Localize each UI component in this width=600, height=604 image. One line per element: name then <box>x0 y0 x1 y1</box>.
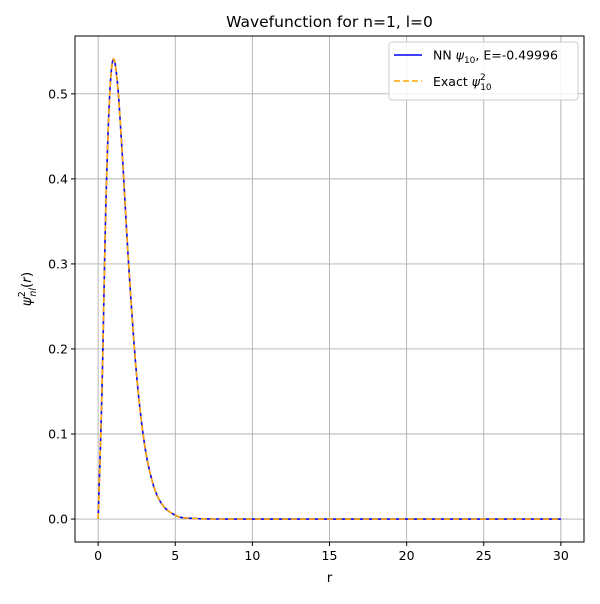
y-tick-label: 0.4 <box>48 171 68 186</box>
x-tick-label: 20 <box>399 548 415 563</box>
y-tick-label: 0.0 <box>48 512 68 527</box>
series-layer <box>97 57 561 520</box>
legend: NN ψ10, E=-0.49996 Exact ψ2 10 <box>388 41 579 101</box>
grid <box>75 36 584 542</box>
axis-ticks: 0 5 10 15 20 25 30 0.0 0.1 0.2 0.3 0.4 0.5 <box>48 86 569 563</box>
x-axis-label: r <box>327 570 333 586</box>
x-tick-label: 10 <box>244 548 260 563</box>
legend-label-exact: Exact ψ2 10 <box>433 73 492 93</box>
x-tick-label: 0 <box>94 548 102 563</box>
x-tick-label: 5 <box>171 548 179 563</box>
x-tick-label: 30 <box>553 548 569 563</box>
series-line-exact <box>97 57 561 520</box>
legend-box <box>388 41 579 101</box>
y-tick-label: 0.1 <box>48 426 68 441</box>
x-tick-label: 25 <box>476 548 492 563</box>
legend-label-nn: NN ψ10, E=-0.49996 <box>433 48 558 67</box>
chart-title: Wavefunction for n=1, l=0 <box>226 13 433 31</box>
y-axis-label: ψ2nl(r) <box>17 272 39 306</box>
y-tick-label: 0.3 <box>48 256 68 271</box>
y-tick-label: 0.5 <box>48 86 68 101</box>
y-tick-label: 0.2 <box>48 341 68 356</box>
x-tick-label: 15 <box>322 548 338 563</box>
